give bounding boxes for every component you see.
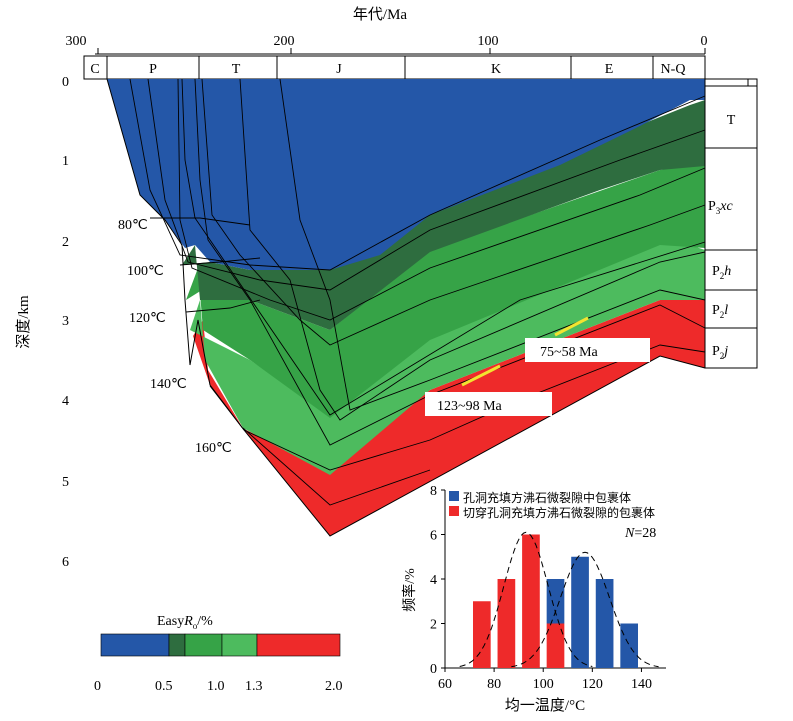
hist-bar-blue-135 [620, 623, 639, 668]
depth-tick-4: 4 [62, 394, 69, 409]
hist-y-tick-4: 4 [430, 573, 437, 588]
callout-75-58-box [525, 338, 650, 362]
depth-tick-2: 2 [62, 235, 69, 250]
hist-y-tick-0: 0 [430, 662, 437, 677]
hist-y-tick-6: 6 [430, 529, 437, 544]
isotherm-80: 80℃ [118, 218, 148, 233]
ro-label-0-5: 0.5 [155, 679, 173, 694]
callout-123-98: 123~98 Ma [437, 399, 503, 414]
left-axis-title: 深度/km [15, 295, 32, 349]
ro-label-1-0: 1.0 [207, 679, 225, 694]
period-j: J [336, 62, 342, 77]
period-nq: N-Q [661, 62, 686, 77]
hist-xlabel: 均一温度/°C [505, 697, 585, 714]
isotherm-100: 100℃ [127, 264, 164, 279]
formation-p2j: P2j [712, 344, 728, 361]
ro-legend-title: EasyRo/% [157, 614, 213, 631]
hist-x-tick-100: 100 [533, 677, 554, 692]
top-tick-200: 200 [274, 34, 295, 49]
depth-tick-3: 3 [62, 314, 69, 329]
hist-ylabel: 频率/% [401, 568, 418, 612]
period-p: P [149, 62, 157, 77]
depth-tick-5: 5 [62, 475, 69, 490]
legend-red-swatch [449, 506, 459, 516]
hist-bar-red-85 [497, 579, 516, 668]
hist-bar-blue-105 [546, 579, 565, 624]
depth-tick-6: 6 [62, 555, 69, 570]
depth-tick-1: 1 [62, 154, 69, 169]
hist-fit-curve-blue [511, 551, 659, 668]
hist-bar-blue-115 [571, 556, 589, 668]
legend-red-label: 切穿孔洞充填方沸石微裂隙的包裹体 [463, 505, 655, 520]
isotherm-160: 160℃ [195, 441, 232, 456]
hist-x-tick-60: 60 [438, 677, 452, 692]
top-axis-title: 年代/Ma [353, 6, 408, 23]
period-e: E [605, 62, 614, 77]
ro-label-0: 0 [94, 679, 101, 694]
isotherm-140: 140℃ [150, 377, 187, 392]
top-tick-0: 0 [701, 34, 708, 49]
inset-histogram: 孔洞充填方沸石微裂隙中包裹体 切穿孔洞充填方沸石微裂隙的包裹体 N=28 频率/… [401, 484, 697, 714]
period-k: K [491, 62, 501, 77]
period-c: C [90, 62, 99, 77]
ro-label-1-3: 1.3 [245, 679, 263, 694]
depth-tick-0: 0 [62, 75, 69, 90]
legend-blue-swatch [449, 491, 459, 501]
hist-x-tick-120: 120 [582, 677, 603, 692]
ro-legend: EasyRo/% 0 0.5 1.0 1.3 2.0 [94, 614, 343, 694]
hist-y-tick-8: 8 [430, 484, 437, 499]
callout-75-58: 75~58 Ma [540, 345, 599, 360]
hist-bar-blue-125 [595, 579, 614, 668]
ro-label-2-0: 2.0 [325, 679, 343, 694]
formation-p3xc: P3xc [708, 199, 734, 216]
inclusion-marker-75-58 [554, 316, 589, 337]
hist-bar-red-75 [472, 601, 491, 668]
formation-t: T [727, 113, 736, 128]
hist-y-tick-2: 2 [430, 618, 437, 633]
isotherm-120: 120℃ [129, 311, 166, 326]
burial-body [106, 78, 706, 537]
hist-bar-red-95 [522, 534, 540, 668]
formation-column: T P3xc P2h P2l P2j [704, 78, 758, 369]
formation-p2h: P2h [712, 264, 731, 281]
n-label: N=28 [624, 526, 656, 541]
hist-x-tick-80: 80 [487, 677, 501, 692]
top-tick-100: 100 [478, 34, 499, 49]
inclusion-marker-123-98 [461, 364, 501, 387]
formation-p2l: P2l [712, 303, 728, 320]
hist-x-tick-140: 140 [631, 677, 652, 692]
callout-123-98-box [425, 392, 552, 416]
hist-bar-red-105 [546, 623, 565, 668]
legend-blue-label: 孔洞充填方沸石微裂隙中包裹体 [463, 490, 631, 505]
hist-fit-curve-red [459, 531, 593, 667]
top-tick-300: 300 [66, 34, 87, 49]
period-t: T [232, 62, 241, 77]
